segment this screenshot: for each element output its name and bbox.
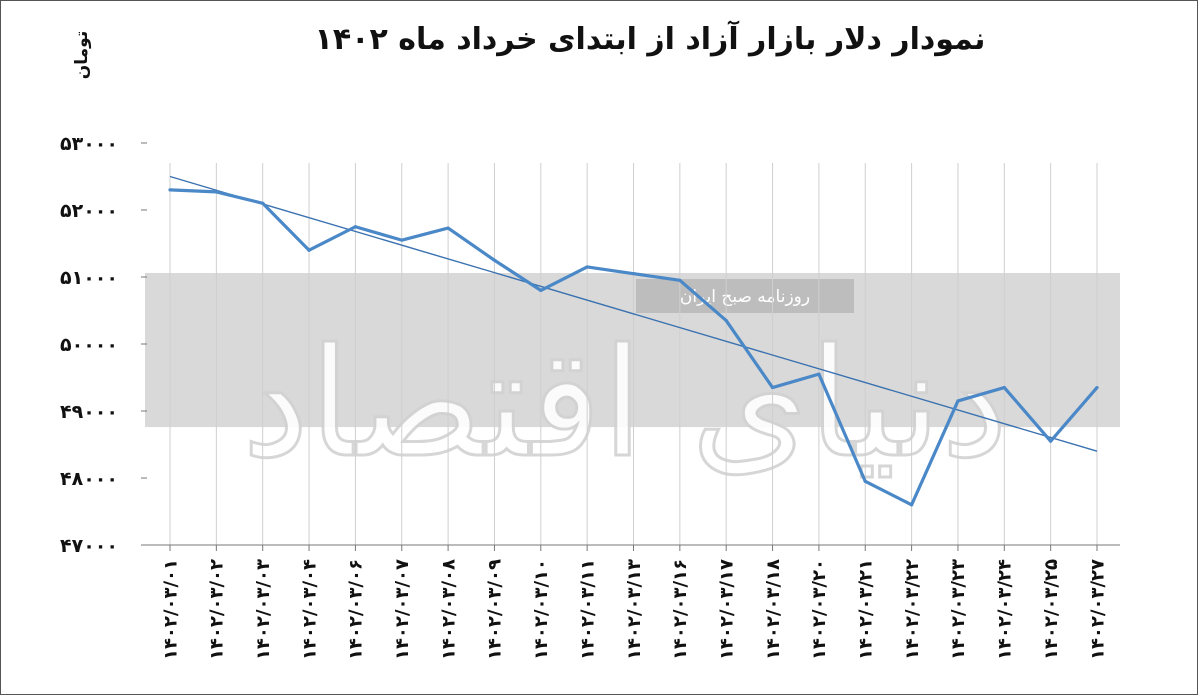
y-tick-label: ۵۱۰۰۰ — [60, 267, 118, 289]
x-tick-label: ۱۴۰۲/۰۳/۰۴ — [299, 559, 320, 660]
data-point — [910, 503, 914, 507]
data-point — [585, 265, 589, 269]
series-line — [168, 188, 1099, 507]
x-axis: ۱۴۰۲/۰۳/۰۱ ۱۴۰۲/۰۳/۰۲ ۱۴۰۲/۰۳/۰۳ ۱۴۰۲/۰۳/۰۴… — [145, 544, 1120, 660]
data-point — [261, 201, 265, 205]
data-point — [631, 272, 636, 276]
data-point — [1002, 385, 1006, 390]
x-tick-label: ۱۴۰۲/۰۳/۰۶ — [346, 559, 367, 660]
data-point — [1095, 385, 1099, 390]
watermark-brand: دنیای اقتصاد — [242, 317, 1008, 491]
x-tick-label: ۱۴۰۲/۰۳/۲۳ — [948, 559, 969, 660]
data-point — [214, 190, 218, 194]
data-point — [770, 385, 775, 390]
watermark: روزنامه صبح ایران دنیای اقتصاد — [145, 273, 1120, 493]
x-tick-label: ۱۴۰۲/۰۳/۰۲ — [207, 559, 228, 660]
data-point — [307, 248, 311, 252]
data-point — [863, 479, 867, 483]
data-point — [724, 318, 728, 323]
data-point — [678, 278, 682, 282]
data-point — [956, 399, 960, 403]
data-point — [492, 258, 497, 262]
x-tick-label: ۱۴۰۲/۰۳/۱۶ — [670, 559, 691, 660]
data-point — [400, 238, 404, 242]
watermark-tagline-box — [636, 279, 854, 313]
x-tick-label: ۱۴۰۲/۰۳/۰۳ — [253, 559, 274, 660]
y-tick-label: ۴۷۰۰۰ — [60, 535, 118, 557]
watermark-tagline: روزنامه صبح ایران — [680, 287, 810, 307]
data-point — [168, 188, 172, 192]
x-tick-label: ۱۴۰۲/۰۳/۲۴ — [995, 559, 1016, 660]
x-tick-label: ۱۴۰۲/۰۳/۰۹ — [485, 559, 506, 660]
x-tick-label: ۱۴۰۲/۰۳/۱۳ — [624, 559, 645, 660]
x-tick-label: ۱۴۰۲/۰۳/۲۲ — [902, 559, 923, 660]
y-tick-label: ۴۸۰۰۰ — [60, 468, 118, 490]
x-tick-label: ۱۴۰۲/۰۳/۱۸ — [763, 559, 784, 660]
data-point — [817, 372, 821, 376]
x-tick-label: ۱۴۰۲/۰۳/۲۷ — [1087, 559, 1108, 660]
trendline — [169, 175, 1098, 452]
x-tick-label: ۱۴۰۲/۰۳/۱۱ — [577, 559, 598, 660]
x-tick-label: ۱۴۰۲/۰۳/۲۰ — [809, 559, 830, 660]
x-tick-label: ۱۴۰۲/۰۳/۰۱ — [160, 559, 181, 660]
y-tick-label: ۵۰۰۰۰ — [60, 334, 118, 356]
x-tick-label: ۱۴۰۲/۰۳/۲۱ — [856, 559, 877, 660]
data-point — [446, 226, 450, 230]
x-tick-label: ۱۴۰۲/۰۳/۰۷ — [392, 559, 413, 660]
vertical-gridlines — [169, 163, 1098, 545]
y-tick-label: ۵۳۰۰۰ — [60, 133, 118, 155]
x-tick-label: ۱۴۰۲/۰۳/۲۵ — [1041, 559, 1062, 660]
data-point — [1049, 439, 1053, 443]
chart-title: نمودار دلار بازار آزاد از ابتدای خرداد م… — [314, 22, 986, 57]
x-tick-label: ۱۴۰۲/۰۳/۰۸ — [438, 559, 459, 660]
x-tick-label: ۱۴۰۲/۰۳/۱۷ — [717, 559, 738, 660]
y-tick-label: ۵۲۰۰۰ — [60, 200, 118, 222]
y-tick-label: ۴۹۰۰۰ — [60, 401, 118, 423]
data-point — [539, 288, 543, 292]
data-point — [353, 225, 357, 229]
y-axis: ۴۷۰۰۰ ۴۸۰۰۰ ۴۹۰۰۰ ۵۰۰۰۰ ۵۱۰۰۰ ۵۲۰۰۰ ۵۳۰۰۰ — [60, 133, 147, 557]
x-tick-label: ۱۴۰۲/۰۳/۱۰ — [531, 559, 552, 660]
linear-trendline — [169, 175, 1098, 452]
